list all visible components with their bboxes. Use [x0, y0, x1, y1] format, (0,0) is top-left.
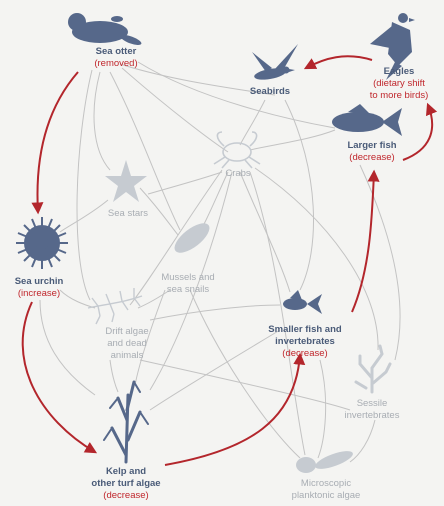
plankton-name-line2: planktonic algae: [291, 490, 361, 501]
smaller-fish-name-line2: invertebrates: [275, 336, 335, 347]
eagles-label: Eagles (dietary shift to more birds): [358, 66, 440, 102]
arrow-urchin-to-kelp: [21, 301, 98, 454]
link-otter-mussels: [109, 71, 181, 231]
sessile-name-line2: invertebrates: [344, 410, 400, 421]
sea-urchin-label: Sea urchin (increase): [6, 276, 72, 300]
mussels-name-line2: sea snails: [166, 284, 210, 295]
seabirds-name: Seabirds: [249, 86, 291, 97]
sea-star-icon: [105, 160, 147, 202]
drift-algae-icon: [87, 288, 143, 325]
link-seastars-crabs: [147, 171, 223, 195]
link-crabs-drift: [129, 169, 223, 306]
link-drift-sessile: [139, 359, 351, 411]
eagle-icon: [370, 13, 415, 80]
larger-fish-icon: [332, 104, 402, 136]
arrow-otter-to-urchin: [31, 71, 79, 215]
link-mussels-drift: [137, 289, 171, 309]
link-otter-seastars: [93, 71, 111, 171]
kelp-icon: [103, 380, 149, 464]
sea-stars-name: Sea stars: [107, 208, 149, 219]
arrow-kelp-to-smallfish: [164, 352, 306, 466]
link-otter-seabirds: [119, 63, 276, 96]
link-mussels-plankton: [189, 289, 301, 459]
sea-otter-name: Sea otter: [95, 46, 137, 57]
link-seastars-mussels: [139, 187, 179, 236]
seabirds-label: Seabirds: [240, 86, 300, 98]
link-crabs-kelp: [149, 171, 233, 391]
link-largerfish-sessile: [359, 164, 401, 361]
link-sessile-plankton: [349, 419, 376, 463]
link-largerfish-crabs: [249, 129, 336, 151]
sea-stars-label: Sea stars: [100, 208, 156, 220]
kelp-name-line2: other turf algae: [91, 478, 161, 489]
sea-urchin-icon: [16, 217, 68, 269]
cascade-arrows: [21, 55, 438, 466]
sessile-label: Sessile invertebrates: [334, 398, 410, 422]
crabs-label: Crabs: [216, 168, 260, 180]
sea-urchin-status: (increase): [17, 288, 61, 299]
link-crabs-sessile: [254, 167, 379, 351]
larger-fish-name: Larger fish: [347, 140, 397, 151]
coral-icon: [354, 344, 392, 394]
plankton-name-line1: Microscopic: [300, 478, 352, 489]
drift-algae-line3: animals: [110, 350, 144, 361]
sessile-name-line1: Sessile: [356, 398, 388, 409]
link-otter-largerfish: [137, 61, 336, 129]
link-crabs-plankton: [249, 171, 306, 456]
arrow-eagles-to-seabirds: [303, 55, 373, 70]
seabird-icon: [252, 44, 298, 80]
kelp-name-line1: Kelp and: [105, 466, 147, 477]
kelp-label: Kelp and other turf algae (decrease): [82, 466, 170, 502]
drift-algae-label: Drift algae and dead animals: [94, 326, 160, 362]
link-otter-kelp: [76, 69, 93, 301]
link-drift-kelp: [109, 359, 119, 393]
mussels-name-line1: Mussels and: [161, 272, 215, 283]
link-smallfish-kelp: [149, 329, 281, 411]
drift-algae-line2: and dead: [107, 338, 147, 349]
sea-otter-status: (removed): [94, 58, 138, 69]
link-mussels-kelp: [134, 289, 166, 386]
otter-icon: [68, 13, 142, 45]
smaller-fish-name-line1: Smaller fish and: [268, 324, 342, 335]
link-crabs-smallfish: [239, 171, 291, 293]
trophic-links: [39, 61, 401, 463]
plankton-icon: [296, 451, 353, 473]
larger-fish-status: (decrease): [349, 152, 395, 163]
kelp-status: (decrease): [103, 490, 149, 501]
small-fish-icon: [283, 290, 322, 314]
link-seastars-urchin: [59, 199, 109, 233]
arrow-largerfish-to-eagles: [402, 102, 438, 161]
link-seabirds-smallfish: [284, 99, 314, 291]
mussel-icon: [174, 223, 210, 253]
link-urchin-kelp: [39, 299, 96, 396]
arrow-smallfish-to-largerfish: [351, 169, 380, 313]
sea-urchin-name: Sea urchin: [14, 276, 64, 287]
smaller-fish-label: Smaller fish and invertebrates (decrease…: [258, 324, 352, 360]
mussels-label: Mussels and sea snails: [152, 272, 224, 296]
smaller-fish-status: (decrease): [282, 348, 328, 359]
link-otter-crabs: [121, 67, 229, 153]
drift-algae-line1: Drift algae: [105, 326, 149, 337]
link-seabirds-crabs: [239, 99, 266, 146]
link-drift-smallfish: [149, 304, 281, 321]
link-smallfish-plankton: [317, 359, 327, 459]
eagles-status-line1: (dietary shift: [373, 78, 425, 89]
eagles-name: Eagles: [383, 66, 415, 77]
larger-fish-label: Larger fish (decrease): [336, 140, 408, 164]
eagles-status-line2: to more birds): [369, 90, 429, 101]
crab-icon: [213, 131, 261, 169]
sea-otter-label: Sea otter (removed): [80, 46, 152, 70]
crabs-name: Crabs: [225, 168, 251, 179]
plankton-label: Microscopic planktonic algae: [278, 478, 374, 502]
